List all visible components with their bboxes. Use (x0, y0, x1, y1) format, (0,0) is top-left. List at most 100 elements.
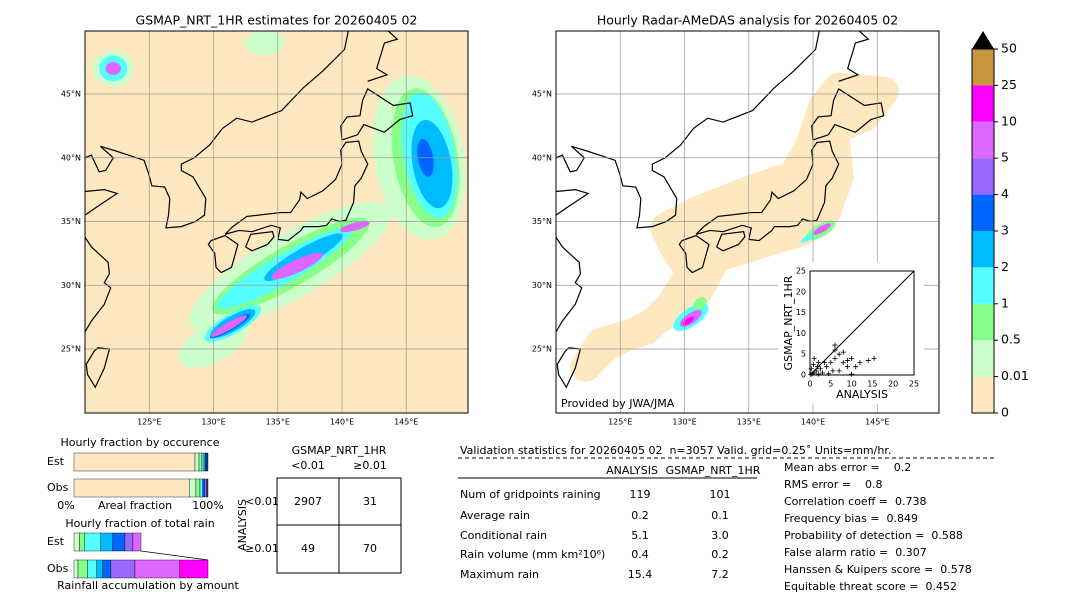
x-tick-label: 0 (807, 380, 812, 389)
column-label: ≥0.01 (353, 459, 387, 472)
rain-area (105, 62, 121, 75)
chart-title: Hourly fraction of total rain (65, 517, 214, 530)
stats-title: Validation statistics for 20260405 02 n=… (460, 444, 891, 457)
lat-label: 25°N (532, 345, 552, 354)
table-cell: 119 (630, 488, 651, 501)
score: Mean abs error = 0.2 (784, 461, 911, 474)
scatter-point (824, 364, 830, 370)
column-header: ANALYSIS (606, 464, 658, 477)
fraction-segment (198, 452, 203, 472)
lon-label: 145°E (865, 418, 889, 427)
y-tick-label: 15 (796, 308, 806, 317)
scatter-point (836, 351, 842, 357)
scatter-point (811, 355, 817, 361)
colorbar-band (972, 121, 994, 159)
scatter-point (832, 355, 838, 361)
colorbar-label: 1 (1001, 295, 1009, 310)
lon-label: 135°E (737, 418, 761, 427)
credit: Provided by JWA/JMA (561, 397, 675, 410)
colorbar-label: 50 (1001, 41, 1017, 56)
coastline (85, 31, 349, 229)
table-cell: 2907 (294, 495, 322, 508)
row-label: Average rain (460, 509, 530, 522)
lat-label: 30°N (61, 281, 81, 290)
table-cell: 3.0 (711, 529, 729, 542)
scatter-point (822, 360, 828, 366)
table-cell: 7.2 (711, 568, 729, 581)
scatter-point (813, 368, 819, 374)
scatter-point (828, 360, 834, 366)
rain-area (682, 316, 694, 326)
scatter-point (849, 355, 855, 361)
colorbar-band (972, 303, 994, 341)
fraction-segment (87, 559, 97, 579)
fraction-segment (189, 478, 197, 498)
lat-label: 25°N (61, 345, 81, 354)
scatter-point (814, 364, 820, 370)
map-body (85, 31, 468, 413)
lat-label: 45°N (532, 90, 552, 99)
lon-label: 125°E (137, 418, 161, 427)
y-tick-label: 25 (796, 267, 806, 276)
coastline (85, 347, 111, 389)
fraction-segment (73, 532, 80, 552)
scatter-point (808, 366, 814, 372)
fraction-segment (194, 452, 200, 472)
score: Hanssen & Kuipers score = 0.578 (784, 563, 972, 576)
score: Equitable threat score = 0.452 (784, 580, 957, 593)
column-label: <0.01 (291, 459, 325, 472)
table-cell: 31 (363, 495, 377, 508)
y-tick-label: 10 (796, 329, 806, 338)
colorbar-band (972, 231, 994, 268)
diagonal (809, 270, 915, 376)
colorbar-band (972, 340, 994, 377)
scatter-point (849, 371, 855, 377)
row-label: Num of gridpoints raining (460, 488, 601, 501)
row-label: Conditional rain (460, 529, 547, 542)
lon-label: 130°E (672, 418, 696, 427)
rain-area (812, 223, 832, 235)
table-cell: 15.4 (628, 568, 653, 581)
axis-label: 100% (192, 499, 223, 512)
table-title: GSMAP_NRT_1HR (292, 444, 387, 457)
colorbar-label: 10 (1001, 113, 1017, 128)
row-label: Obs (47, 481, 69, 494)
fraction-segment (199, 478, 203, 498)
fraction-segment (96, 559, 104, 579)
fraction-segment (84, 532, 102, 552)
y-tick-label: 5 (801, 350, 806, 359)
colorbar-band (972, 85, 994, 122)
colorbar-label: 5 (1001, 150, 1009, 165)
colorbar-band (972, 267, 994, 304)
lat-label: 35°N (61, 217, 81, 226)
scatter-point (815, 371, 821, 377)
scatter-point (832, 347, 838, 353)
fraction-segment (73, 452, 196, 472)
connector (140, 550, 209, 561)
fraction-segment (204, 478, 207, 498)
table-cell: 0.2 (631, 509, 649, 522)
row-label: Rain volume (mm km²10⁶) (460, 548, 605, 561)
fraction-segment (179, 559, 209, 579)
scatter-point (853, 364, 859, 370)
row-label: Est (47, 455, 65, 468)
colorbar-band (972, 49, 994, 86)
axis-label: Areal fraction (98, 499, 172, 512)
fraction-segment (77, 559, 88, 579)
colorbar-extend (972, 31, 994, 49)
scatter-point (817, 366, 823, 372)
fraction-segment (112, 532, 126, 552)
fraction-segment (134, 559, 181, 579)
fraction-segment (124, 532, 134, 552)
rain-area (271, 252, 323, 280)
x-tick-label: 20 (888, 380, 898, 389)
colorbar-label: 3 (1001, 223, 1009, 238)
coastline (811, 88, 885, 141)
coastline (340, 88, 414, 141)
chart-footer: Rainfall accumulation by amount (57, 579, 239, 592)
table-cell: 0.1 (711, 509, 729, 522)
lat-label: 35°N (532, 217, 552, 226)
row-label: Est (47, 535, 65, 548)
y-tick-label: 20 (796, 287, 806, 296)
x-axis-label: ANALYSIS (836, 388, 888, 401)
